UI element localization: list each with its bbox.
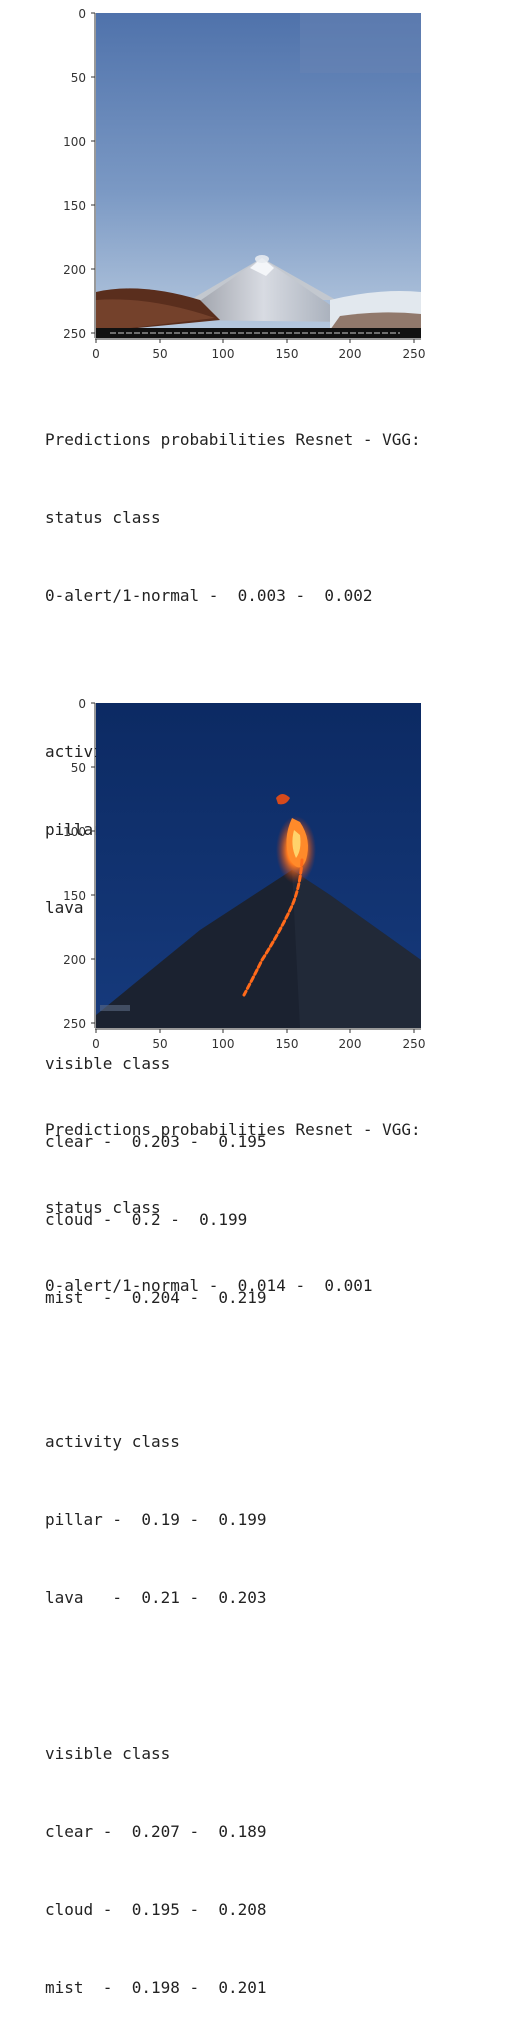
x-axis-1 bbox=[95, 338, 421, 343]
y-tick-label: 0 bbox=[78, 697, 86, 711]
output-line: pillar - 0.19 - 0.199 bbox=[45, 1510, 267, 1529]
output-line: cloud - 0.195 - 0.208 bbox=[45, 1900, 267, 1919]
y-tick-label: 200 bbox=[63, 953, 86, 967]
y-tick-label: 100 bbox=[63, 135, 86, 149]
image-plot-2-canvas: 0 50 100 150 200 250 0 50 100 150 200 25… bbox=[63, 697, 426, 1051]
output-line: visible class bbox=[45, 1054, 171, 1073]
output-line: mist - 0.204 - 0.219 bbox=[45, 1288, 267, 1307]
image-plot-1: 0 50 100 150 200 250 0 50 100 150 200 25… bbox=[0, 0, 525, 370]
output-line: status class bbox=[45, 1198, 161, 1217]
image-plot-1-canvas: 0 50 100 150 200 250 0 50 100 150 200 25… bbox=[63, 7, 426, 361]
y-tick-label: 250 bbox=[63, 1017, 86, 1031]
output-line bbox=[45, 661, 515, 687]
output-line: 0-alert/1-normal - 0.003 - 0.002 bbox=[45, 586, 373, 605]
cell-output-2: Predictions probabilities Resnet - VGG: … bbox=[45, 1065, 515, 2027]
x-tick-label: 250 bbox=[403, 347, 426, 361]
output-line: cloud - 0.2 - 0.199 bbox=[45, 1210, 248, 1229]
y-tick-label: 250 bbox=[63, 327, 86, 341]
volcano-night-image bbox=[96, 703, 421, 1028]
output-line bbox=[45, 1663, 515, 1689]
y-tick-label: 200 bbox=[63, 263, 86, 277]
y-tick-label: 50 bbox=[71, 761, 86, 775]
y-tick-label: 0 bbox=[78, 7, 86, 21]
y-tick-label: 150 bbox=[63, 889, 86, 903]
y-tick-label: 100 bbox=[63, 825, 86, 839]
x-tick-label: 100 bbox=[212, 1037, 235, 1051]
x-axis-2 bbox=[95, 1028, 421, 1033]
y-tick-label: 50 bbox=[71, 71, 86, 85]
output-line: 0-alert/1-normal - 0.014 - 0.001 bbox=[45, 1276, 373, 1295]
x-tick-label: 200 bbox=[339, 347, 362, 361]
x-tick-label: 0 bbox=[92, 347, 100, 361]
x-tick-label: 50 bbox=[152, 347, 167, 361]
image-plot-2: 0 50 100 150 200 250 0 50 100 150 200 25… bbox=[0, 690, 525, 1060]
output-line: lava - 0.21 - 0.203 bbox=[45, 1588, 267, 1607]
x-tick-label: 0 bbox=[92, 1037, 100, 1051]
x-tick-label: 150 bbox=[276, 347, 299, 361]
output-line: Predictions probabilities Resnet - VGG: bbox=[45, 430, 421, 449]
x-tick-label: 200 bbox=[339, 1037, 362, 1051]
x-tick-label: 150 bbox=[276, 1037, 299, 1051]
y-axis-2 bbox=[91, 702, 96, 1028]
output-line: activity class bbox=[45, 1432, 180, 1451]
output-line: mist - 0.198 - 0.201 bbox=[45, 1978, 267, 1997]
output-line: clear - 0.207 - 0.189 bbox=[45, 1822, 267, 1841]
output-line: Predictions probabilities Resnet - VGG: bbox=[45, 1120, 421, 1139]
volcano-day-image bbox=[96, 13, 421, 338]
output-line: clear - 0.203 - 0.195 bbox=[45, 1132, 267, 1151]
x-tick-label: 100 bbox=[212, 347, 235, 361]
x-tick-label: 250 bbox=[403, 1037, 426, 1051]
y-axis-1 bbox=[91, 12, 96, 338]
y-tick-label: 150 bbox=[63, 199, 86, 213]
x-tick-label: 50 bbox=[152, 1037, 167, 1051]
output-line bbox=[45, 1351, 515, 1377]
output-line: visible class bbox=[45, 1744, 171, 1763]
output-line: status class bbox=[45, 508, 161, 527]
